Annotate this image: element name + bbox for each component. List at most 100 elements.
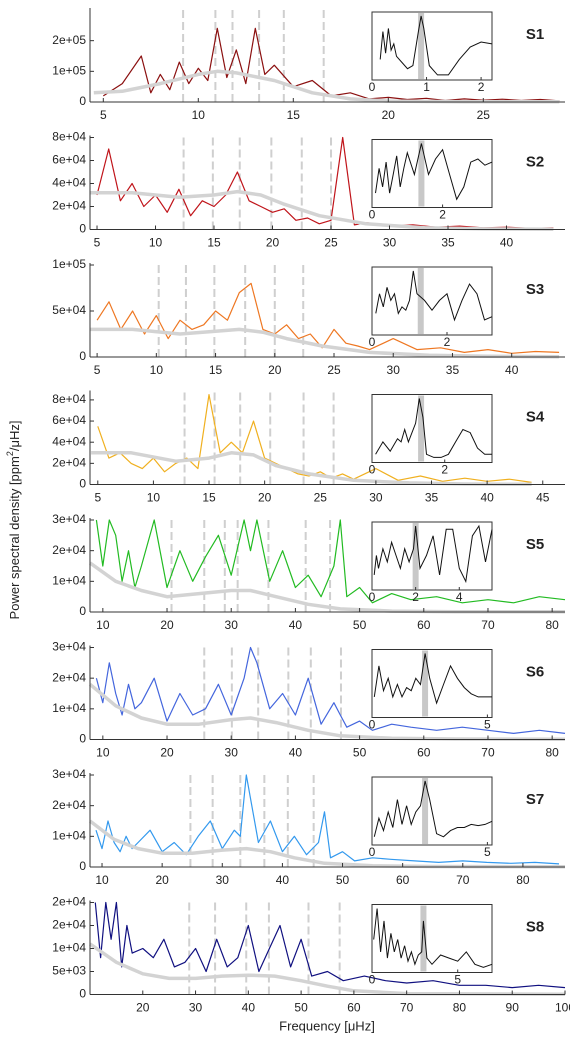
y-tick-label: 1e+04 xyxy=(52,829,86,843)
inset-band xyxy=(418,395,425,462)
y-tick-label: 1e+04 xyxy=(52,701,86,715)
y-label-text: Power spectral density [ppm xyxy=(7,456,22,619)
x-tick-label: 10 xyxy=(96,746,110,760)
inset-band xyxy=(420,905,427,972)
x-tick-label: 50 xyxy=(294,1001,308,1015)
inset-band xyxy=(422,650,429,717)
y-tick-label: 8e+04 xyxy=(52,392,86,406)
panel-label: S7 xyxy=(526,791,544,808)
inset-tick-label: 2 xyxy=(439,208,446,222)
x-tick-label: 20 xyxy=(155,873,169,887)
x-tick-label: 80 xyxy=(545,618,559,632)
x-tick-label: 40 xyxy=(276,873,290,887)
inset-tick-label: 0 xyxy=(369,80,376,94)
inset-tick-label: 0 xyxy=(369,973,376,987)
inset-tick-label: 0 xyxy=(369,463,376,477)
spectrum-line xyxy=(102,27,560,102)
x-tick-label: 35 xyxy=(441,236,455,250)
x-tick-label: 20 xyxy=(160,618,174,632)
x-tick-label: 5 xyxy=(94,491,101,505)
panel-label: S3 xyxy=(526,281,544,298)
x-tick-label: 40 xyxy=(480,491,494,505)
y-tick-label: 3e+04 xyxy=(52,512,86,526)
inset-line xyxy=(375,143,493,201)
x-tick-label: 20 xyxy=(268,363,282,377)
spectrum-line xyxy=(95,646,566,734)
y-tick-label: 3e+04 xyxy=(52,767,86,781)
inset-tick-label: 5 xyxy=(484,718,491,732)
y-label-unit: /μHz] xyxy=(7,421,22,452)
panel-label: S5 xyxy=(526,536,544,553)
x-tick-label: 20 xyxy=(258,491,272,505)
spectrum-line xyxy=(94,901,566,989)
y-tick-label: 1e+04 xyxy=(52,941,86,955)
x-tick-label: 50 xyxy=(336,873,350,887)
y-tick-label: 0 xyxy=(79,349,86,363)
x-tick-label: 20 xyxy=(266,236,280,250)
y-tick-label: 0 xyxy=(79,732,86,746)
x-tick-label: 20 xyxy=(160,746,174,760)
panel-label: S1 xyxy=(526,26,544,43)
y-tick-label: 5e+04 xyxy=(52,303,86,317)
spectrum-line xyxy=(97,394,532,483)
inset-band xyxy=(417,268,424,334)
smooth-fit xyxy=(88,819,566,869)
y-tick-label: 0 xyxy=(79,604,86,618)
inset-tick-label: 2 xyxy=(478,80,485,94)
y-tick-label: 2e+05 xyxy=(52,33,86,47)
x-tick-label: 35 xyxy=(425,491,439,505)
y-tick-label: 6e+04 xyxy=(52,153,86,167)
x-tick-label: 45 xyxy=(536,491,550,505)
panel: 0 1e+05 2e+05 5 10 15 20 25 S1 0 1 2 xyxy=(52,8,565,122)
x-tick-label: 40 xyxy=(500,236,514,250)
x-tick-label: 25 xyxy=(324,236,338,250)
smooth-fit xyxy=(88,682,566,742)
inset-band xyxy=(418,140,425,207)
y-tick-label: 6e+04 xyxy=(52,413,86,427)
x-tick-label: 30 xyxy=(225,618,239,632)
spectrum-line xyxy=(96,282,560,354)
x-tick-label: 15 xyxy=(207,236,221,250)
smooth-fit xyxy=(91,451,532,487)
x-tick-label: 15 xyxy=(209,363,223,377)
inset-tick-label: 5 xyxy=(454,973,461,987)
x-tick-label: 25 xyxy=(477,108,491,122)
x-tick-label: 30 xyxy=(387,363,401,377)
x-tick-label: 5 xyxy=(100,108,107,122)
y-tick-label: 4e+04 xyxy=(52,434,86,448)
inset-line xyxy=(375,270,493,322)
panel: 05e+031e+042e+042e+042030405060708090100… xyxy=(52,895,570,1015)
y-tick-label: 3e+04 xyxy=(52,640,86,654)
inset-line xyxy=(375,398,492,458)
inset-line xyxy=(373,524,493,584)
inset-line xyxy=(373,908,493,968)
panel-label: S8 xyxy=(526,918,544,935)
x-tick-label: 60 xyxy=(396,873,410,887)
y-tick-label: 2e+04 xyxy=(52,543,86,557)
inset-box xyxy=(371,521,493,591)
inset-tick-label: 2 xyxy=(441,463,448,477)
panel: 0 1e+04 2e+04 3e+04 10 20 30 40 50 60 70 80 S5 0 2 4 xyxy=(52,512,566,632)
inset-line xyxy=(373,653,492,705)
inset-tick-label: 0 xyxy=(369,845,376,859)
smooth-fit xyxy=(90,327,560,359)
y-label-sup: 2 xyxy=(5,451,15,456)
y-tick-label: 2e+04 xyxy=(52,456,86,470)
inset-band xyxy=(418,13,425,79)
inset-tick-label: 0 xyxy=(369,208,376,222)
x-axis-label: Frequency [μHz] xyxy=(279,1018,375,1033)
x-tick-label: 25 xyxy=(327,363,341,377)
y-tick-label: 4e+04 xyxy=(52,176,86,190)
x-tick-label: 50 xyxy=(353,618,367,632)
inset-tick-label: 2 xyxy=(412,590,419,604)
inset-tick-label: 1 xyxy=(423,80,430,94)
y-tick-label: 2e+04 xyxy=(52,895,86,909)
panel: 0 1e+04 2e+04 3e+04 10 20 30 40 50 60 70 80 S6 0 5 xyxy=(52,640,566,760)
x-tick-label: 5 xyxy=(94,363,101,377)
x-tick-label: 80 xyxy=(545,746,559,760)
inset-tick-label: 0 xyxy=(369,335,376,349)
x-tick-label: 50 xyxy=(353,746,367,760)
inset-line xyxy=(379,15,493,76)
y-tick-label: 0 xyxy=(79,859,86,873)
x-tick-label: 10 xyxy=(192,108,206,122)
